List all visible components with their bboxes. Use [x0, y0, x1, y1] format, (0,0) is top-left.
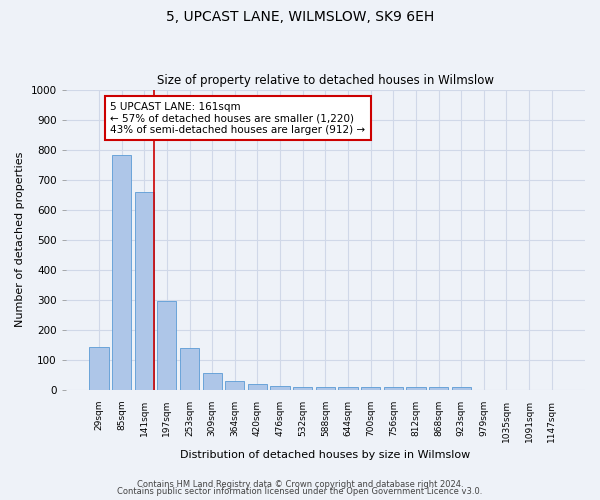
Bar — [406, 387, 425, 390]
Bar — [429, 387, 448, 390]
Text: Contains HM Land Registry data © Crown copyright and database right 2024.: Contains HM Land Registry data © Crown c… — [137, 480, 463, 489]
Bar — [452, 387, 471, 390]
Bar — [248, 384, 267, 390]
Bar — [157, 301, 176, 390]
Title: Size of property relative to detached houses in Wilmslow: Size of property relative to detached ho… — [157, 74, 494, 87]
Bar — [112, 155, 131, 390]
Bar — [293, 387, 313, 390]
Bar — [225, 382, 244, 390]
Bar — [271, 386, 290, 390]
Bar — [383, 387, 403, 390]
Text: 5 UPCAST LANE: 161sqm
← 57% of detached houses are smaller (1,220)
43% of semi-d: 5 UPCAST LANE: 161sqm ← 57% of detached … — [110, 102, 365, 135]
Y-axis label: Number of detached properties: Number of detached properties — [15, 152, 25, 328]
Bar — [134, 192, 154, 390]
Bar — [316, 387, 335, 390]
Bar — [203, 374, 222, 390]
Text: 5, UPCAST LANE, WILMSLOW, SK9 6EH: 5, UPCAST LANE, WILMSLOW, SK9 6EH — [166, 10, 434, 24]
Bar — [89, 347, 109, 390]
Bar — [180, 348, 199, 390]
Bar — [338, 387, 358, 390]
Bar — [361, 387, 380, 390]
X-axis label: Distribution of detached houses by size in Wilmslow: Distribution of detached houses by size … — [180, 450, 470, 460]
Text: Contains public sector information licensed under the Open Government Licence v3: Contains public sector information licen… — [118, 487, 482, 496]
